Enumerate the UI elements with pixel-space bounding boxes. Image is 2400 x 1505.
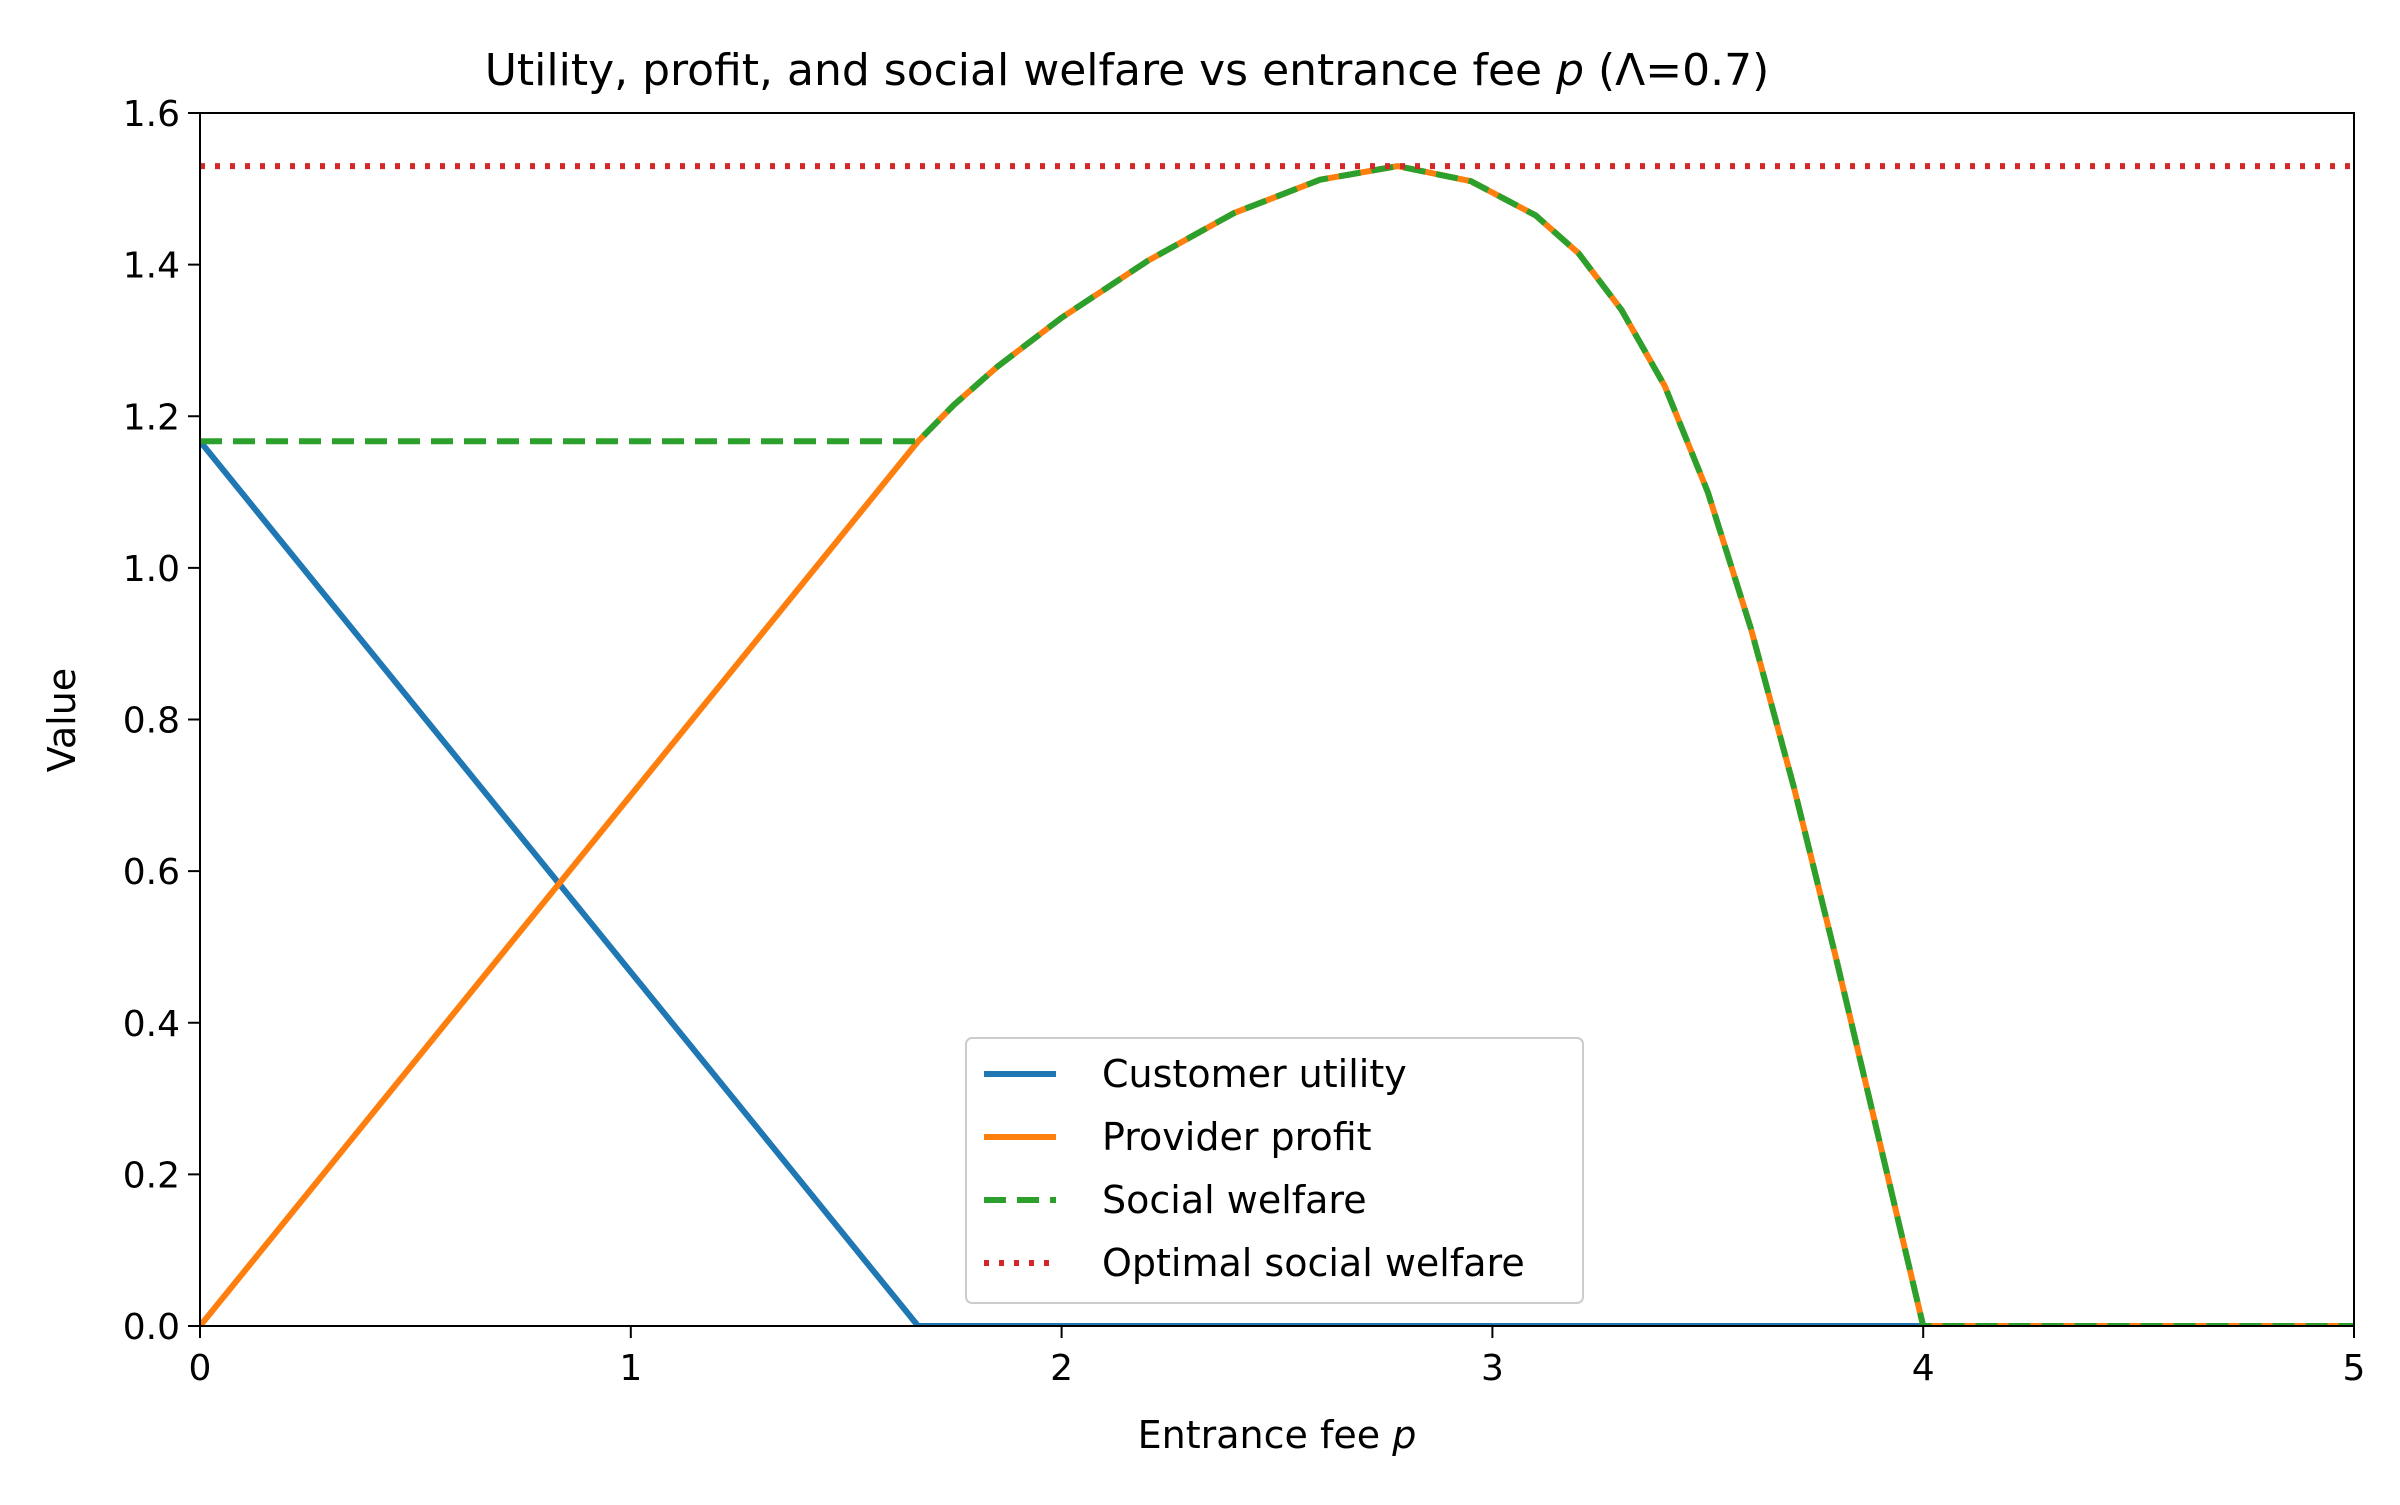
x-tick-label: 2 xyxy=(1050,1348,1073,1389)
legend-label-social-welfare: Social welfare xyxy=(1102,1178,1367,1222)
x-axis-label: Entrance fee p xyxy=(1138,1413,1417,1457)
legend-label-optimal-social-welfare: Optimal social welfare xyxy=(1102,1241,1525,1285)
y-tick-label: 1.6 xyxy=(123,94,180,135)
y-tick-label: 0.4 xyxy=(123,1004,180,1045)
legend: Customer utility Provider profit Social we… xyxy=(965,1037,1584,1304)
x-tick-label: 5 xyxy=(2343,1348,2366,1389)
legend-box xyxy=(965,1037,1584,1304)
series-lines xyxy=(200,163,2354,1326)
axis-ticks: 0 1 2 3 4 5 0.0 0.2 0.4 0.6 0.8 1.0 1.2 1.4 1.6 xyxy=(123,94,2366,1389)
x-tick-label: 3 xyxy=(1481,1348,1504,1389)
legend-label-customer-utility: Customer utility xyxy=(1102,1052,1407,1096)
y-axis-label: Value xyxy=(40,668,84,772)
y-tick-label: 1.4 xyxy=(123,246,180,287)
y-tick-label: 0.2 xyxy=(123,1155,180,1196)
x-tick-label: 4 xyxy=(1912,1348,1935,1389)
x-tick-label: 1 xyxy=(619,1348,642,1389)
y-tick-label: 0.6 xyxy=(123,852,180,893)
chart-title: Utility, profit, and social welfare vs e… xyxy=(485,45,1770,96)
x-tick-label: 0 xyxy=(189,1348,212,1389)
legend-label-provider-profit: Provider profit xyxy=(1102,1115,1372,1159)
series-line-social-welfare xyxy=(200,163,2354,1326)
plot-area xyxy=(200,163,2354,1326)
series-line-customer-utility xyxy=(200,439,2354,1326)
y-tick-label: 0.0 xyxy=(123,1307,180,1348)
y-tick-label: 1.0 xyxy=(123,549,180,590)
y-tick-label: 0.8 xyxy=(123,701,180,742)
y-tick-label: 1.2 xyxy=(123,397,180,438)
